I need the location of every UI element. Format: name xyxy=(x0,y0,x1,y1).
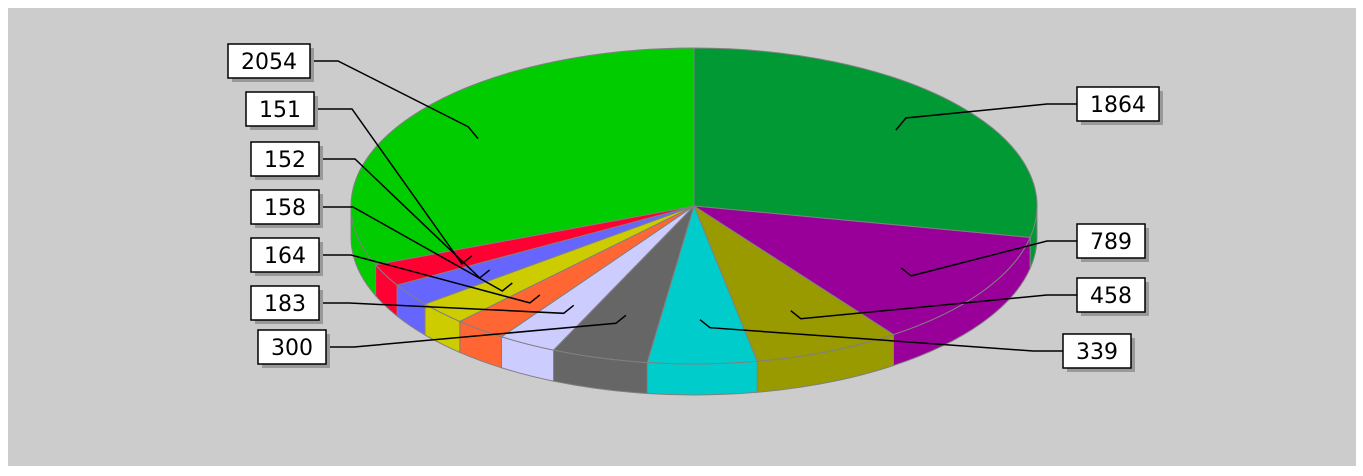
leader-line xyxy=(319,302,575,315)
pie-slice xyxy=(350,47,695,266)
leader-line xyxy=(319,254,541,304)
label-box xyxy=(250,285,320,321)
leader-line xyxy=(790,294,1077,320)
pie-slice xyxy=(692,204,895,362)
label-box xyxy=(250,141,320,177)
label-box xyxy=(250,189,320,225)
pie-chart: 1864 789 458 339 300 183 164 158 152 151 2054 xyxy=(227,43,1163,396)
leader-line xyxy=(895,103,1077,131)
data-label: 339 xyxy=(1076,340,1118,365)
label-box xyxy=(245,91,315,127)
chart-panel: 1864 789 458 339 300 183 164 158 152 151 2054 xyxy=(8,8,1356,466)
leader-line xyxy=(310,60,479,140)
data-label: 158 xyxy=(264,196,306,221)
label-box xyxy=(257,329,327,365)
data-label: 458 xyxy=(1090,284,1132,309)
data-labels: 1864 789 458 339 300 183 164 158 152 151 2054 xyxy=(227,43,1163,372)
leader-line xyxy=(319,158,491,279)
data-label: 300 xyxy=(271,336,313,361)
leader-line xyxy=(699,319,1063,352)
leader-line xyxy=(314,108,473,265)
leader-line xyxy=(326,314,627,348)
leader-lines xyxy=(310,60,1077,352)
data-label: 2054 xyxy=(241,50,297,75)
leader-line xyxy=(900,240,1077,277)
label-box xyxy=(250,237,320,273)
data-label: 1864 xyxy=(1090,93,1146,118)
label-box xyxy=(1076,223,1146,259)
data-label: 152 xyxy=(264,148,306,173)
pie-slice-side xyxy=(646,360,758,396)
pie-slice xyxy=(693,205,1031,336)
label-box xyxy=(227,43,311,79)
pie-sides xyxy=(350,205,1038,396)
label-box xyxy=(1062,333,1132,369)
pie-tops xyxy=(350,47,1038,365)
data-label: 789 xyxy=(1090,230,1132,255)
data-label: 183 xyxy=(264,292,306,317)
label-box xyxy=(1076,277,1146,313)
leader-line xyxy=(319,206,513,292)
label-box xyxy=(1076,86,1160,122)
pie-slice xyxy=(693,47,1038,238)
data-label: 164 xyxy=(264,244,306,269)
data-label: 151 xyxy=(259,98,301,123)
